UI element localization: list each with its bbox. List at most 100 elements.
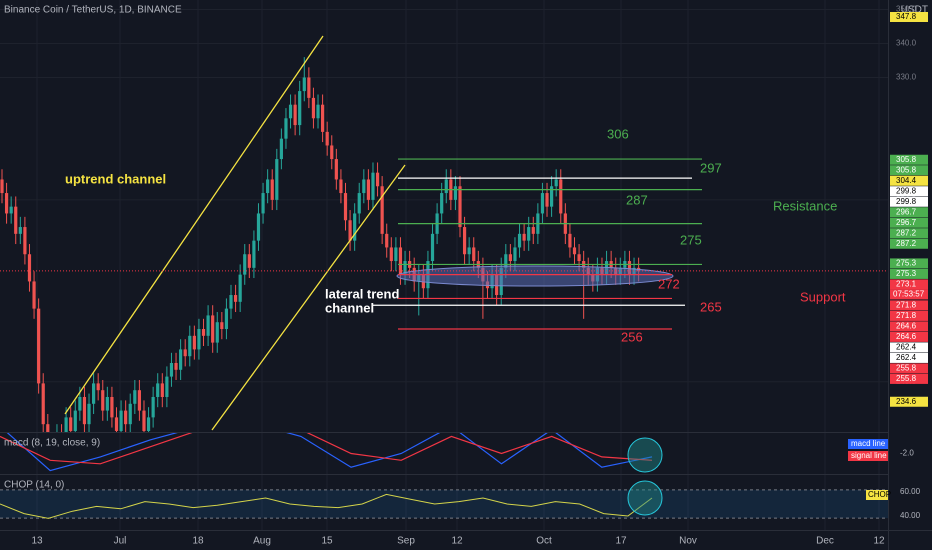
candle-body — [238, 274, 242, 302]
candle-body — [316, 104, 320, 119]
candle-body — [169, 363, 174, 377]
price-tag — [890, 154, 928, 165]
candle-body — [41, 383, 45, 425]
price-tag-label: 264.6 — [896, 322, 917, 331]
annotation: uptrend channel — [65, 171, 166, 186]
candle-body — [527, 227, 531, 241]
candle-body — [110, 396, 114, 418]
price-tag — [890, 300, 928, 311]
candle-body — [545, 193, 549, 207]
candle-body — [128, 403, 132, 425]
price-tag — [890, 373, 928, 384]
x-tick-label: Nov — [679, 536, 697, 547]
price-tag — [890, 258, 928, 269]
candle-body — [32, 281, 36, 309]
chart-title: Binance Coin / TetherUS, 1D, BINANCE — [4, 5, 182, 16]
x-tick-label: 13 — [31, 536, 43, 547]
price-tag-label: 264.6 — [896, 332, 917, 341]
y-tick-label: 350.0 — [896, 5, 917, 14]
candle-body — [554, 179, 558, 187]
price-tag — [890, 331, 928, 342]
candle-body — [504, 254, 508, 268]
candle-body — [627, 261, 632, 275]
candle-body — [403, 261, 407, 275]
candle-body — [37, 308, 41, 384]
pane-title: CHOP (14, 0) — [4, 480, 64, 491]
candle-body — [119, 410, 123, 431]
candle-body — [266, 179, 270, 194]
candle-body — [146, 417, 151, 431]
candle-body — [343, 193, 348, 221]
annotation: Resistance — [773, 198, 837, 213]
candle-body — [215, 322, 219, 343]
price-tag-label: 271.8 — [896, 311, 917, 320]
price-tag-label: 262.4 — [896, 353, 917, 362]
candle-body — [243, 254, 247, 275]
candle-body — [206, 315, 210, 336]
candle-body — [27, 254, 32, 282]
candle-body — [298, 91, 302, 126]
chop-line — [0, 493, 653, 519]
x-tick-label: 15 — [321, 536, 333, 547]
candle-body — [389, 247, 393, 262]
price-tag — [890, 352, 928, 363]
chop-band — [0, 489, 888, 519]
candle-body — [82, 396, 87, 425]
candle-body — [114, 417, 119, 431]
candle-body — [440, 193, 444, 214]
candle-body — [151, 396, 155, 418]
candle-body — [160, 383, 164, 397]
price-tag-label: 296.7 — [896, 207, 917, 216]
x-tick-label: Jul — [114, 536, 127, 547]
candle-body — [183, 349, 187, 357]
price-tag — [890, 279, 928, 290]
candle-body — [430, 233, 435, 262]
price-tag — [890, 396, 928, 407]
candle-body — [568, 233, 572, 248]
candle-body — [353, 213, 357, 241]
candle-body — [0, 179, 4, 194]
uptrend-upper — [64, 35, 324, 415]
candle-body — [247, 254, 251, 268]
x-tick-label: Aug — [253, 536, 271, 547]
candle-body — [18, 227, 22, 234]
price-tag — [890, 196, 928, 207]
candle-body — [96, 383, 100, 391]
price-tag-label: 299.8 — [896, 186, 917, 195]
legend-swatch — [848, 451, 888, 461]
candle-body — [522, 233, 526, 241]
candle-body — [197, 329, 201, 350]
candle-body — [284, 118, 288, 139]
level-label: 275 — [680, 232, 702, 247]
price-tag — [890, 165, 928, 176]
chop-tag-label: CHOP — [868, 490, 891, 499]
candle-body — [87, 403, 91, 425]
candle-body — [366, 179, 370, 200]
price-tag — [890, 11, 928, 22]
candle-body — [362, 179, 366, 194]
level-label: 272 — [658, 276, 680, 291]
legend-label: signal line — [851, 451, 887, 460]
candle-body — [64, 417, 68, 432]
candle-body — [577, 254, 581, 262]
candle-body — [288, 104, 293, 119]
candle-body — [513, 247, 517, 262]
pane-title: macd (8, 19, close, 9) — [4, 438, 100, 449]
price-tag — [890, 175, 928, 186]
price-tag — [890, 207, 928, 218]
candle-body — [233, 295, 238, 302]
price-tag-label: 299.8 — [896, 197, 917, 206]
price-tag — [890, 268, 928, 279]
candle-body — [270, 179, 274, 200]
chop-tag — [866, 490, 888, 500]
price-tag-label: 234.6 — [896, 397, 917, 406]
candle-body — [334, 159, 338, 180]
candle-body — [211, 315, 215, 343]
y-tick-label: 60.00 — [900, 487, 921, 496]
candle-body — [105, 396, 109, 411]
legend-label: macd line — [851, 439, 886, 448]
macd-lines — [0, 433, 653, 472]
x-tick-label: Oct — [536, 536, 552, 547]
price-tag-label: 273.1 — [896, 280, 917, 289]
